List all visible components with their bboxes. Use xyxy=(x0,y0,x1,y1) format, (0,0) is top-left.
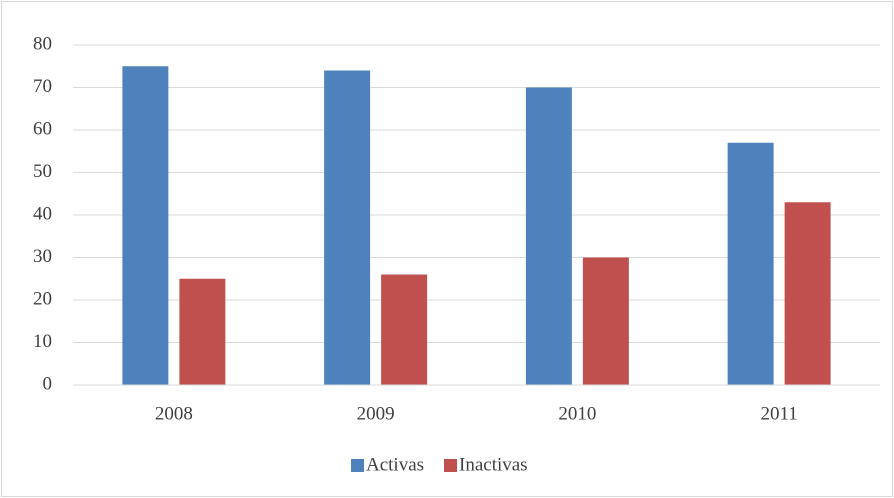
x-tick-label: 2011 xyxy=(760,403,797,424)
bar xyxy=(122,66,169,385)
y-tick-label: 40 xyxy=(33,203,52,224)
x-tick-label: 2010 xyxy=(558,403,596,424)
bar xyxy=(324,70,371,385)
bar xyxy=(179,278,226,385)
bar xyxy=(381,274,428,385)
y-tick-label: 20 xyxy=(33,288,52,309)
x-tick-label: 2008 xyxy=(155,403,193,424)
x-tick-label: 2009 xyxy=(357,403,395,424)
y-tick-label: 80 xyxy=(33,33,52,54)
legend-label: Activas xyxy=(366,454,424,475)
bar xyxy=(525,87,572,385)
y-tick-label: 60 xyxy=(33,118,52,139)
legend-swatch xyxy=(444,459,457,472)
bar xyxy=(727,142,774,385)
legend-label: Inactivas xyxy=(459,454,528,475)
y-tick-label: 50 xyxy=(33,161,52,182)
y-tick-label: 0 xyxy=(43,373,53,394)
y-tick-label: 30 xyxy=(33,246,52,267)
bar xyxy=(784,202,831,385)
bar xyxy=(582,257,629,385)
y-tick-label: 70 xyxy=(33,76,52,97)
legend-swatch xyxy=(351,459,364,472)
y-tick-label: 10 xyxy=(33,331,52,352)
